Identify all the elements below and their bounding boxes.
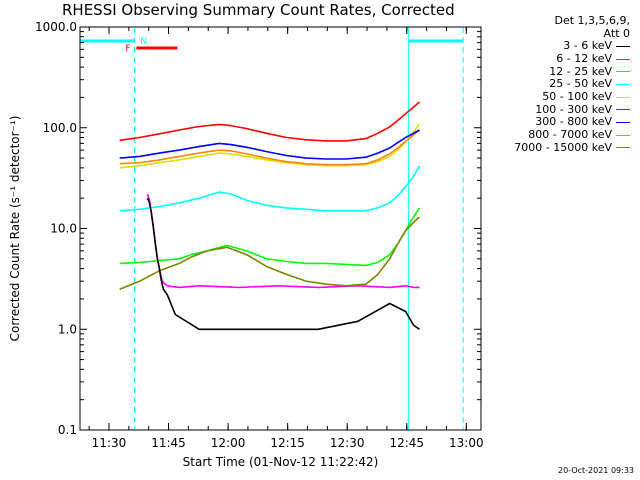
legend-header-line-2: Att 0: [603, 27, 630, 40]
legend-item: 800 - 7000 keV: [482, 129, 630, 142]
legend-item: 25 - 50 keV: [482, 78, 630, 91]
legend-swatch: [616, 45, 630, 47]
legend-item: 12 - 25 keV: [482, 65, 630, 78]
legend-item: 300 - 800 keV: [482, 116, 630, 129]
legend-swatch: [616, 83, 630, 85]
x-tick-label: 11:30: [92, 436, 127, 450]
x-tick-label: 13:00: [449, 436, 484, 450]
legend-label: 50 - 100 keV: [542, 90, 612, 104]
series-line-2: [119, 207, 421, 267]
footer-timestamp: 20-Oct-2021 09:33: [558, 466, 634, 475]
legend-swatch: [616, 147, 630, 149]
legend-swatch: [616, 121, 630, 123]
legend-item: 100 - 300 keV: [482, 103, 630, 116]
night-flag-label: N: [140, 37, 147, 47]
y-tick-label: 10.0: [50, 222, 77, 236]
legend-swatch: [616, 71, 630, 73]
x-tick-label: 12:00: [211, 436, 246, 450]
y-axis-label: Corrected Count Rate (s⁻¹ detector⁻¹): [8, 116, 22, 342]
x-tick-label: 12:15: [270, 436, 305, 450]
y-tick-label: 1000.0: [35, 20, 77, 34]
legend-label: 800 - 7000 keV: [528, 128, 612, 142]
legend-swatch: [616, 109, 630, 111]
axes-layer: 0.1 1.0 10.0 100.0 1000.0 11:30 11:45 12:00 12:1…: [8, 20, 484, 469]
series-line-6: [119, 129, 420, 160]
series-line-3: [119, 165, 421, 212]
legend-label: 25 - 50 keV: [549, 77, 612, 91]
legend-item: 50 - 100 keV: [482, 91, 630, 104]
y-tick-label: 100.0: [43, 121, 77, 135]
y-tick-label: 1.0: [58, 322, 77, 336]
legend-label: 7000 - 15000 keV: [514, 140, 612, 154]
series-line-7: [119, 129, 421, 166]
series-line-5: [119, 101, 421, 142]
chart-title: RHESSI Observing Summary Count Rates, Co…: [62, 1, 455, 19]
series-line-4: [119, 123, 421, 169]
series-line-8: [119, 216, 421, 290]
legend-label: 3 - 6 keV: [563, 39, 612, 53]
night-boundary-layer: [79, 27, 464, 430]
y-tick-label: 0.1: [58, 423, 77, 437]
plot-frame: [79, 26, 482, 431]
flare-flag-label: F: [125, 44, 130, 54]
x-axis-label: Start Time (01-Nov-12 11:22:42): [183, 455, 379, 469]
x-tick-label: 12:45: [389, 436, 424, 450]
series-layer: [119, 101, 421, 331]
legend-swatch: [616, 134, 630, 136]
legend-label: 6 - 12 keV: [556, 52, 612, 66]
legend-label: 12 - 25 keV: [549, 64, 612, 78]
legend-swatch: [616, 96, 630, 98]
legend-item: 6 - 12 keV: [482, 53, 630, 66]
legend: Det 1,3,5,6,9, Att 0 3 - 6 keV 6 - 12 keV…: [482, 14, 630, 154]
x-tick-label: 12:30: [330, 436, 365, 450]
legend-item: 7000 - 15000 keV: [482, 140, 630, 155]
legend-items: 3 - 6 keV 6 - 12 keV 12 - 25 keV 25 - 50 ke…: [482, 40, 630, 154]
x-tick-label: 11:45: [151, 436, 186, 450]
flag-layer: NF: [80, 37, 464, 54]
legend-swatch: [616, 58, 630, 60]
legend-item: 3 - 6 keV: [482, 40, 630, 53]
series-line-0: [146, 197, 420, 331]
legend-label: 100 - 300 keV: [535, 102, 612, 116]
legend-label: 300 - 800 keV: [535, 115, 612, 129]
legend-header-line-1: Det 1,3,5,6,9,: [554, 14, 630, 27]
